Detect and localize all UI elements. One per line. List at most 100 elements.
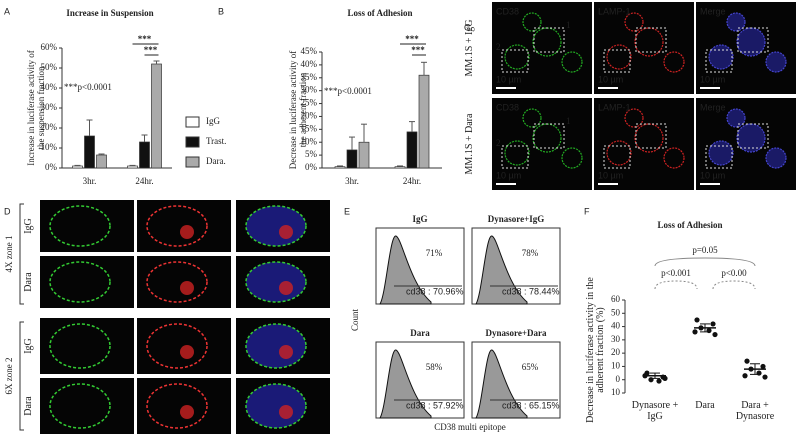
y-axis-label: Count xyxy=(350,309,360,332)
bar xyxy=(84,135,95,169)
cell xyxy=(663,51,685,73)
channel-label: Merge xyxy=(700,102,726,112)
scale-bar-label: 10 µm xyxy=(700,170,725,180)
micrograph xyxy=(40,200,134,252)
row-label: Dara xyxy=(23,396,34,416)
bar xyxy=(406,131,418,169)
cell xyxy=(522,108,542,128)
cell xyxy=(726,108,746,128)
comparison-label: p=0.05 xyxy=(692,245,718,255)
panel-letter: D xyxy=(4,206,11,216)
channel-label: LAMP-1 xyxy=(598,6,631,16)
scale-bar-label: 10 µm xyxy=(496,74,521,84)
gate-percent: 65% xyxy=(522,362,539,372)
data-point xyxy=(744,358,750,364)
cell xyxy=(245,383,307,429)
roi-box xyxy=(705,145,733,169)
y-tick-label: 25% xyxy=(301,98,318,108)
cell xyxy=(49,383,111,429)
y-tick-label: 50% xyxy=(41,62,58,72)
annotation: ***p<0.0001 xyxy=(324,86,372,96)
chart-title: Loss of Adhesion xyxy=(657,220,722,230)
y-tick-label: 0% xyxy=(45,162,58,172)
cell xyxy=(624,108,644,128)
histogram-title: Dynasore+IgG xyxy=(488,214,544,224)
roi-box xyxy=(501,145,529,169)
cell xyxy=(708,140,734,166)
cell xyxy=(146,383,208,429)
y-tick-label: 60% xyxy=(41,42,58,52)
micrograph xyxy=(594,98,694,190)
roi-box xyxy=(737,123,769,149)
channel-label: Merge xyxy=(700,6,726,16)
panel-letter: F xyxy=(584,206,590,216)
gate-label: cd38 : 78.44% xyxy=(502,286,560,296)
y-tick-label: 60 xyxy=(611,294,621,304)
scale-bar-label: 10 µm xyxy=(700,74,725,84)
x-tick-label: Dara xyxy=(695,400,715,411)
bar xyxy=(346,149,358,169)
histogram xyxy=(379,349,432,419)
error-bar xyxy=(409,121,415,132)
data-point xyxy=(656,378,662,384)
puncta xyxy=(279,281,293,295)
chart-title: Loss of Adhesion xyxy=(347,8,412,18)
data-point xyxy=(760,363,766,370)
cell xyxy=(49,323,111,369)
puncta xyxy=(180,281,194,295)
roi-box xyxy=(533,27,565,53)
cell xyxy=(736,123,766,153)
channel-label: CD38 xyxy=(496,6,519,16)
cell xyxy=(606,140,632,166)
significance-label: *** xyxy=(144,45,158,55)
histogram xyxy=(475,349,528,419)
y-axis-label: Increase in luciferase activity of the s… xyxy=(26,50,46,166)
row-label: IgG xyxy=(23,338,34,354)
cell xyxy=(146,261,208,303)
legend-label: Dara. xyxy=(206,156,226,166)
y-axis-label: Decrease in luciferase activity of the a… xyxy=(288,50,308,170)
cell xyxy=(504,44,530,70)
puncta xyxy=(180,405,194,419)
annotation: ***p<0.0001 xyxy=(64,82,112,92)
comparison-label: p<0.001 xyxy=(661,268,691,278)
y-tick-label: 10% xyxy=(301,136,318,146)
error-bar xyxy=(74,164,81,166)
y-tick-label: 40 xyxy=(611,321,621,331)
y-tick-label: 0 xyxy=(616,374,621,384)
scale-bar-label: 10 µm xyxy=(598,170,623,180)
y-tick-label: 10 xyxy=(611,360,621,370)
legend-label: IgG xyxy=(206,116,220,126)
comparison-bracket xyxy=(654,257,756,267)
micrograph xyxy=(40,318,134,374)
data-point xyxy=(710,321,716,327)
histogram xyxy=(379,235,432,305)
y-tick-label: 5% xyxy=(305,149,318,159)
histogram xyxy=(475,235,528,305)
micrograph xyxy=(40,378,134,434)
histogram-title: Dynasore+Dara xyxy=(486,328,547,338)
row-label: IgG xyxy=(23,218,34,234)
cell xyxy=(708,44,734,70)
roi-label: 2 xyxy=(496,138,501,148)
y-tick-label: 30% xyxy=(41,102,58,112)
bar xyxy=(358,141,370,169)
cell xyxy=(765,51,787,73)
sd-bar xyxy=(650,372,660,379)
row-label: MM.1S + Dara xyxy=(464,113,475,175)
histogram-title: IgG xyxy=(412,214,427,224)
cell xyxy=(634,27,664,57)
cell xyxy=(245,205,307,247)
data-point xyxy=(712,331,718,338)
puncta xyxy=(279,405,293,419)
y-tick-label: 45% xyxy=(301,46,318,56)
x-axis-label: CD38 multi epitope xyxy=(434,422,506,432)
roi-box xyxy=(501,49,529,73)
micrograph xyxy=(492,2,592,94)
scale-bar-label: 10 µm xyxy=(598,74,623,84)
cell xyxy=(765,147,787,169)
roi-box xyxy=(737,27,769,53)
y-tick-label: 30% xyxy=(301,85,318,95)
cell xyxy=(522,12,542,32)
